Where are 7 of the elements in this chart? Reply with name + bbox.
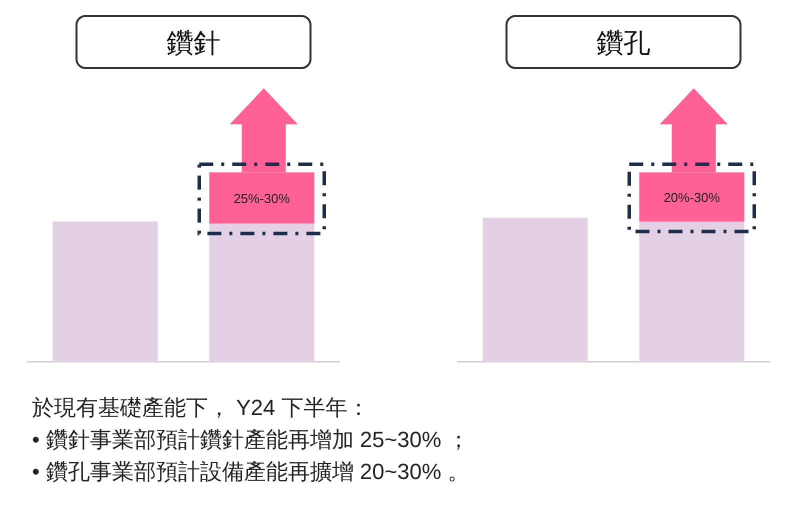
annotation: 25%-30%	[234, 190, 290, 206]
chart-title: 鑽針	[166, 28, 220, 58]
chart-title: 鑽孔	[596, 28, 650, 58]
text: • 鑽針事業部預計鑽針產能再增加 25~30% ；	[32, 427, 470, 452]
text: • 鑽孔事業部預計設備產能再擴增 20~30% 。	[32, 459, 470, 484]
text: 於現有基礎產能下， Y24 下半年：	[32, 395, 370, 420]
annotation: 20%-30%	[664, 190, 720, 205]
